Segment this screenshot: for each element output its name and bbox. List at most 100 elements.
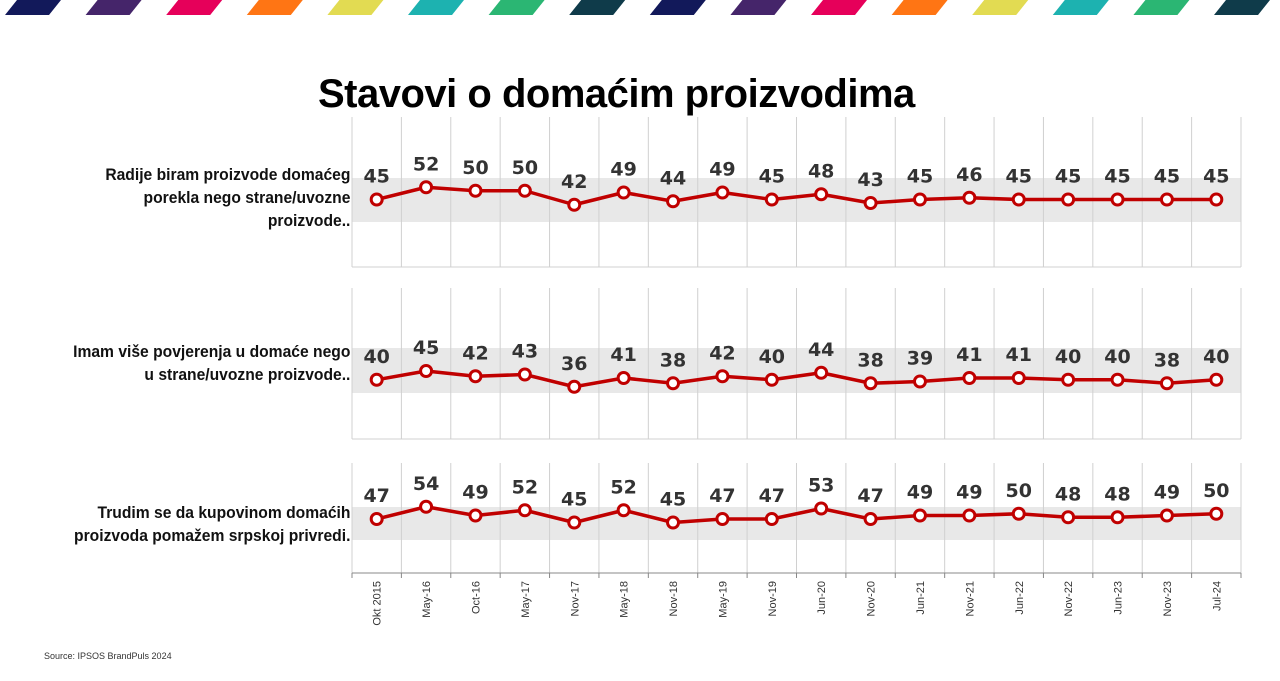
row-label-line: Radije biram proizvode domaćeg	[104, 165, 350, 184]
x-tick-label: Nov-19	[767, 581, 779, 616]
data-point	[962, 508, 977, 523]
data-label: 49	[462, 482, 488, 504]
data-label: 45	[660, 489, 686, 511]
data-point	[1209, 372, 1224, 387]
data-point	[616, 185, 631, 200]
data-label: 52	[512, 476, 538, 498]
x-axis: Okt 2015 May-16 Oct-16 May-17 Nov-17 May-18 No…	[351, 573, 1242, 626]
row-label-more-trust: Imam više povjerenja u domaće nego u str…	[73, 340, 350, 386]
x-tick-label: Nov-21	[964, 581, 976, 616]
row-label-line: porekla nego strane/uvozne	[143, 188, 350, 207]
data-label: 47	[709, 485, 735, 507]
row-label-line: proizvode..	[267, 211, 350, 230]
data-point	[863, 196, 878, 210]
x-tick-label: May-19	[717, 581, 729, 618]
data-label: 50	[462, 157, 488, 179]
data-label: 50	[1203, 480, 1229, 502]
data-point	[814, 501, 829, 516]
data-point	[1011, 506, 1026, 521]
data-point	[1159, 508, 1174, 523]
data-label: 47	[759, 485, 785, 507]
data-label: 49	[907, 482, 933, 504]
data-point	[1159, 192, 1174, 207]
header-stripe	[166, 0, 223, 15]
data-label: 48	[808, 160, 834, 182]
data-label: 47	[857, 485, 883, 507]
header-stripe	[488, 0, 545, 15]
data-point	[666, 194, 681, 209]
data-point	[468, 369, 483, 384]
header-stripe	[891, 0, 948, 15]
data-point	[1061, 372, 1076, 387]
x-tick-label: Nov-23	[1162, 581, 1174, 616]
data-label: 54	[413, 473, 439, 495]
data-point	[912, 374, 927, 389]
data-label: 48	[1055, 483, 1081, 505]
x-tick-label: May-16	[421, 581, 433, 618]
data-label: 42	[709, 342, 735, 364]
data-point	[1011, 192, 1026, 207]
data-point	[1209, 506, 1224, 521]
data-label: 36	[561, 353, 587, 375]
header-stripe	[569, 0, 626, 15]
header-stripe	[1052, 0, 1109, 15]
series-line	[376, 505, 1217, 525]
data-point	[715, 369, 730, 384]
data-label: 38	[857, 349, 883, 371]
data-label: 42	[462, 342, 488, 364]
data-label: 40	[1104, 346, 1130, 368]
data-label: 40	[1203, 346, 1229, 368]
source-note: Source: IPSOS BrandPuls 2024	[44, 651, 172, 661]
header-stripe	[649, 0, 706, 15]
series-line	[376, 369, 1217, 389]
data-point	[1110, 372, 1125, 387]
header-stripe	[85, 0, 142, 15]
data-label: 39	[907, 348, 933, 370]
chart-panel: 40 45 42 43 36 41 38 42 40 44 38 39 41 41 40 40 38 40	[351, 288, 1242, 440]
data-point	[567, 379, 582, 394]
x-tick-label: May-18	[619, 581, 631, 618]
data-point	[715, 512, 730, 526]
data-label: 49	[709, 159, 735, 181]
data-point	[369, 192, 384, 207]
data-label: 40	[1055, 346, 1081, 368]
chart-title: Stavovi o domaćim proizvodima	[318, 72, 915, 116]
data-point	[814, 187, 829, 202]
data-point	[764, 192, 779, 207]
data-label: 41	[956, 344, 982, 366]
data-label: 41	[610, 344, 636, 366]
data-label: 38	[660, 349, 686, 371]
data-point	[567, 197, 582, 212]
data-point	[814, 365, 829, 380]
data-label: 46	[956, 164, 982, 186]
data-label: 49	[1154, 482, 1180, 504]
header-stripe	[1214, 0, 1270, 15]
data-label: 50	[1006, 480, 1032, 502]
row-label-line: u strane/uvozne proizvode..	[144, 365, 350, 384]
header-stripe	[730, 0, 787, 15]
data-point	[419, 364, 434, 378]
chart-panel: 45 52 50 50 42 49 44 49 45 48 43 45 46 45 45 45 45 45	[351, 117, 1242, 268]
data-label: 48	[1104, 483, 1130, 505]
data-label: 40	[363, 346, 389, 368]
header-stripe	[5, 0, 61, 15]
x-tick-label: Jul-24	[1211, 581, 1223, 611]
row-label-help-economy: Trudim se da kupovinom domaćih proizvoda…	[74, 501, 350, 547]
header-stripe	[327, 0, 384, 15]
data-point	[962, 371, 977, 385]
data-label: 44	[808, 339, 834, 361]
chart-panel: 47 54 49 52 45 52 45 47 47 53 47 49 49 50 48 48 49 50	[351, 463, 1242, 574]
data-point	[468, 508, 483, 523]
data-point	[419, 499, 434, 514]
data-point	[912, 508, 927, 523]
data-label: 45	[413, 337, 439, 359]
data-point	[517, 367, 532, 382]
data-point	[1110, 192, 1125, 207]
data-point	[1110, 510, 1125, 525]
data-point	[1061, 510, 1076, 525]
x-tick-label: Nov-18	[668, 581, 680, 616]
row-label-prefer-domestic: Radije biram proizvode domaćeg porekla n…	[105, 163, 350, 232]
x-tick-label: Jun-21	[915, 581, 927, 615]
data-label: 43	[512, 341, 538, 363]
